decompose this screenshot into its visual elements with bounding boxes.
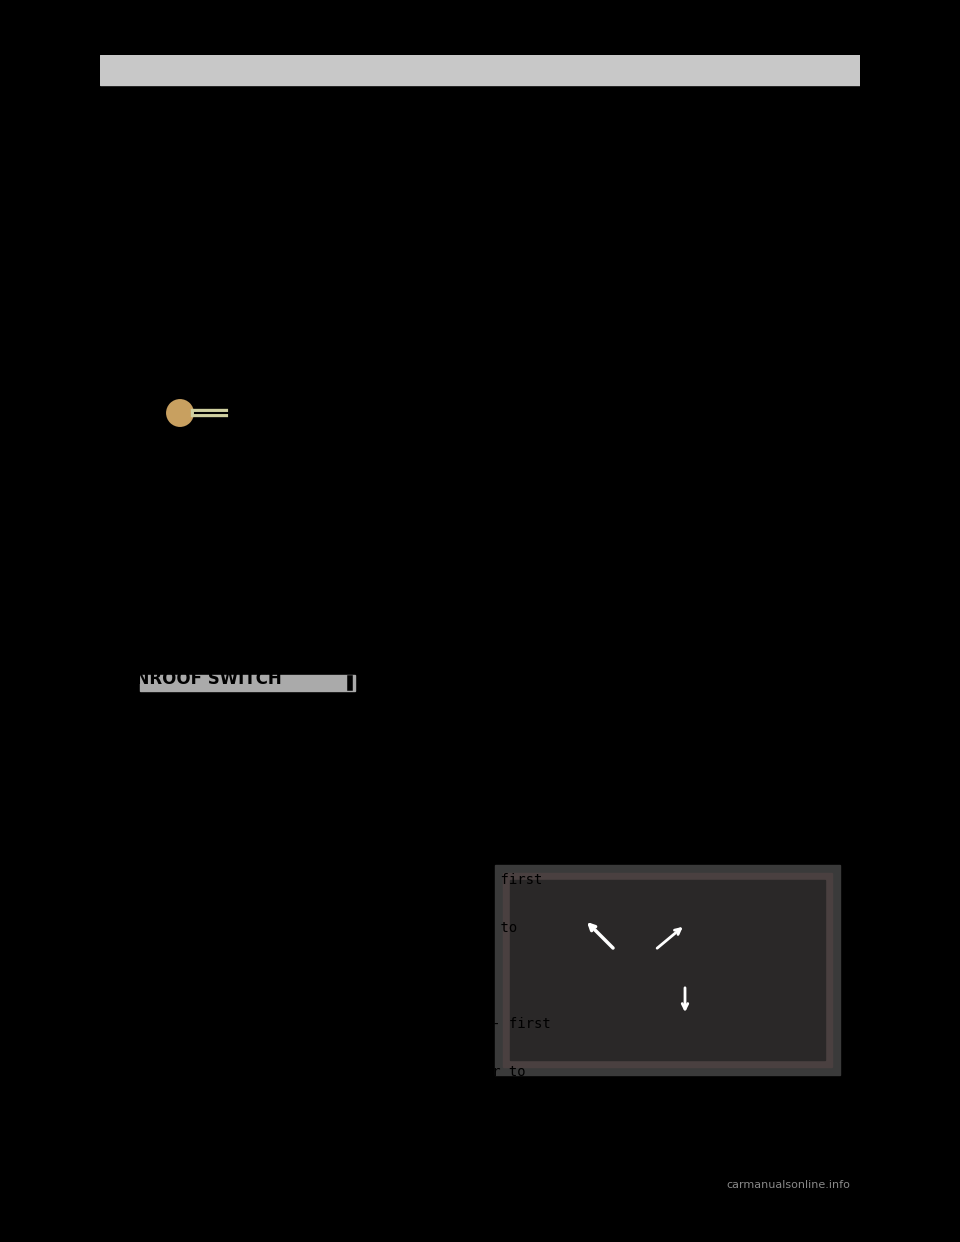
Text: Mounted in the sunroof motor trim cover is the sunroof switch. Also similar to p: Mounted in the sunroof motor trim cover … [110, 715, 839, 749]
Bar [100, 55, 860, 84]
Text: The sunroof is mechanically similar to previous systems.  All of the electronic : The sunroof is mechanically similar to p… [110, 155, 880, 230]
Bar [350, 270, 840, 585]
Text: •: • [118, 825, 127, 840]
Text: •: • [118, 1064, 127, 1081]
Text: KL 30: KL 30 [255, 308, 290, 320]
Text: carmanualsonline.info: carmanualsonline.info [726, 1180, 850, 1190]
Bar [150, 296, 250, 333]
Text: SUNROOF
SWITCH: SUNROOF SWITCH [140, 433, 195, 455]
Bar [503, 873, 832, 1067]
Text: SUNROOF SWITCH: SUNROOF SWITCH [110, 669, 281, 688]
Bar [140, 674, 355, 691]
Text: SUNROOF: SUNROOF [110, 111, 248, 134]
Text: SUNROOF
MOTOR: SUNROOF MOTOR [550, 298, 605, 320]
Bar [110, 145, 850, 147]
Text: X: X [750, 407, 764, 426]
Text: +: + [368, 278, 382, 296]
Text: Slide close request (press and hold switch - first
detent of close direction): Slide close request (press and hold swit… [132, 1017, 551, 1049]
Text: •: • [118, 1017, 127, 1032]
Text: KL R: KL R [235, 388, 263, 400]
Text: Automatic slide close request (press further to
second detent and release): Automatic slide close request (press fur… [132, 1064, 526, 1098]
Bar [155, 277, 167, 291]
Text: Automatic slide open request (press further to
second detent and release): Automatic slide open request (press furt… [132, 922, 517, 954]
Bar [200, 277, 212, 291]
Text: HALL
SENSOR: HALL SENSOR [720, 298, 766, 320]
Text: The following switch signals are generated over three wires through coded combin: The following switch signals are generat… [110, 785, 839, 799]
Circle shape [165, 397, 195, 428]
Text: CONVENIENCE CLOSING /
OPENING & DIAGNOSIS: CONVENIENCE CLOSING / OPENING & DIAGNOSI… [360, 555, 492, 578]
Bar [420, 320, 450, 400]
Text: M: M [608, 407, 627, 426]
Text: ANTI TRAP SIGNAL: ANTI TRAP SIGNAL [550, 496, 645, 505]
Bar [715, 325, 800, 510]
Bar [510, 881, 825, 1059]
Text: •: • [118, 969, 127, 984]
Bar [420, 430, 450, 510]
Text: •: • [118, 873, 127, 888]
Bar [140, 455, 300, 620]
Text: Tilt open (press and hold): Tilt open (press and hold) [132, 969, 349, 982]
Text: •: • [118, 922, 127, 936]
Text: Rest position: Rest position [132, 825, 241, 840]
Text: K BUS: K BUS [150, 653, 202, 668]
Text: ZKE - 40: ZKE - 40 [110, 1170, 175, 1185]
Text: SUNROOF
MOTOR/MODULE: SUNROOF MOTOR/MODULE [660, 555, 747, 578]
Text: Slide open request (press and hold switch - first
detent of open position): Slide open request (press and hold switc… [132, 873, 542, 905]
Bar [495, 864, 840, 1076]
Bar [545, 325, 690, 510]
